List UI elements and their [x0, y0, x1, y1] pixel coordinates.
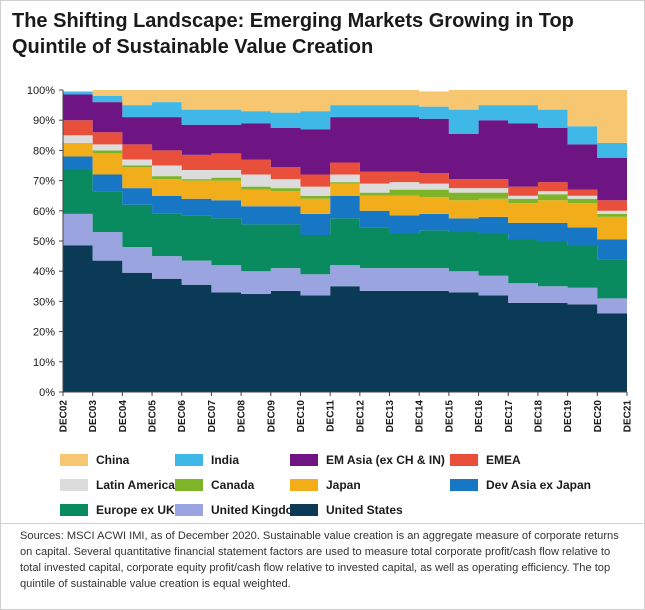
legend-label: Latin America	[96, 478, 175, 492]
legend-label: India	[211, 453, 240, 467]
x-tick-label: DEC15	[444, 400, 455, 433]
x-tick-label: DEC03	[88, 400, 99, 433]
area-europe-ex-uk	[63, 170, 627, 299]
x-tick-label: DEC09	[266, 400, 277, 433]
x-tick-label: DEC08	[237, 400, 248, 433]
legend-label: United Kingdom	[211, 503, 304, 517]
legend-label: Canada	[211, 478, 255, 492]
legend-label: Europe ex UK	[96, 503, 175, 517]
x-tick-label: DEC11	[326, 400, 337, 432]
x-tick-label: DEC02	[59, 400, 70, 433]
title-line-1: The Shifting Landscape: Emerging Markets…	[12, 10, 574, 32]
chart-title: The Shifting Landscape: Emerging Markets…	[12, 8, 632, 60]
legend-label: Dev Asia ex Japan	[486, 478, 591, 492]
y-tick-label: 60%	[33, 206, 55, 218]
legend-swatch	[450, 479, 478, 491]
y-tick-label: 0%	[39, 387, 55, 399]
x-tick-label: DEC05	[148, 400, 159, 433]
legend-item-europe-ex-uk: Europe ex UK	[60, 502, 175, 518]
legend-label: EM Asia (ex CH & IN)	[326, 453, 445, 467]
title-line-2: Quintile of Sustainable Value Creation	[12, 36, 374, 58]
area-em-asia-ex-ch-in	[63, 94, 627, 201]
legend-swatch	[60, 479, 88, 491]
area-china	[63, 90, 627, 143]
x-tick-label: DEC17	[504, 400, 515, 433]
x-tick-label: DEC07	[207, 400, 218, 433]
legend-label: United States	[326, 503, 403, 517]
legend-item-united-kingdom: United Kingdom	[175, 502, 304, 518]
area-india	[63, 91, 627, 158]
x-tick-label: DEC20	[593, 400, 604, 433]
y-tick-label: 50%	[33, 236, 55, 248]
legend-swatch	[290, 504, 318, 516]
y-tick-label: 30%	[33, 296, 55, 308]
legend-swatch	[175, 479, 203, 491]
x-tick-label: DEC04	[118, 400, 129, 433]
area-united-states	[63, 245, 627, 392]
legend-swatch	[290, 454, 318, 466]
area-emea	[63, 120, 627, 211]
x-tick-label: DEC21	[623, 400, 634, 433]
legend-item-dev-asia-ex-japan: Dev Asia ex Japan	[450, 477, 591, 493]
legend-item-em-asia-ex-ch-in: EM Asia (ex CH & IN)	[290, 452, 445, 468]
y-tick-label: 70%	[33, 176, 55, 188]
legend-label: EMEA	[486, 453, 521, 467]
legend-swatch	[290, 479, 318, 491]
legend-swatch	[60, 454, 88, 466]
area-dev-asia-ex-japan	[63, 156, 627, 260]
plot-area	[63, 90, 627, 392]
legend-item-india: India	[175, 452, 239, 468]
x-tick-label: DEC16	[474, 400, 485, 433]
legend-item-japan: Japan	[290, 477, 361, 493]
x-tick-label: DEC06	[177, 400, 188, 433]
y-tick-label: 80%	[33, 145, 55, 157]
legend-item-emea: EMEA	[450, 452, 521, 468]
stacked-area-chart: 0% 10% 20% 30% 40% 50% 60% 70% 80% 90% 100% DEC02 DE…	[27, 85, 634, 433]
area-japan	[63, 142, 627, 240]
legend-item-canada: Canada	[175, 477, 254, 493]
y-tick-label: 90%	[33, 115, 55, 127]
x-tick-label: DEC12	[355, 400, 366, 433]
legend-label: Japan	[326, 478, 361, 492]
area-united-kingdom	[63, 213, 627, 314]
x-tick-label: DEC13	[385, 400, 396, 433]
sources-note: Sources: MSCI ACWI IMI, as of December 2…	[20, 530, 619, 590]
x-tick-label: DEC19	[563, 400, 574, 433]
y-tick-label: 40%	[33, 266, 55, 278]
y-tick-label: 100%	[27, 85, 55, 97]
y-tick-label: 20%	[33, 327, 55, 339]
area-canada	[63, 142, 627, 217]
x-tick-label: DEC10	[296, 400, 307, 433]
y-tick-label: 10%	[33, 357, 55, 369]
legend-swatch	[60, 504, 88, 516]
legend-swatch	[175, 504, 203, 516]
legend-swatch	[175, 454, 203, 466]
legend-item-china: China	[60, 452, 129, 468]
legend-item-united-states: United States	[290, 502, 403, 518]
x-tick-label: DEC14	[415, 400, 426, 433]
x-tick-label: DEC18	[533, 400, 544, 433]
divider	[0, 523, 643, 524]
legend-label: China	[96, 453, 130, 467]
legend-item-latin-america: Latin America	[60, 477, 175, 493]
legend-swatch	[450, 454, 478, 466]
